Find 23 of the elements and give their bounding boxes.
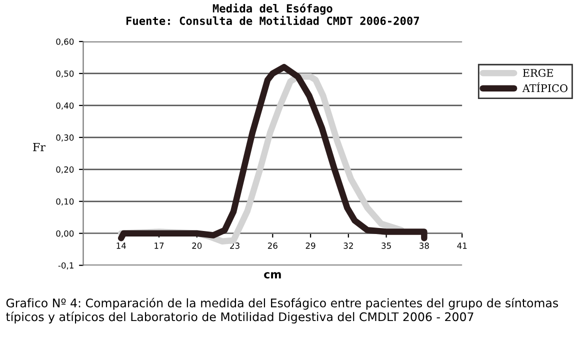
y-tick-label: 0,20 — [56, 166, 74, 174]
x-tick-label: 26 — [268, 242, 278, 249]
text: Grafico Nº 4: Comparación de la medida del Esofágico entre pacientes del grupo de síntomas típicos y atípicos del Laboratorio de Motilidad Digestiva del CMDLT 2006 - 2007 — [6, 298, 558, 324]
legend-label: ERGE — [522, 68, 553, 77]
legend-label: ATÍPICO — [522, 82, 568, 92]
x-tick-label: 20 — [192, 242, 202, 249]
chart-title: Medida del Esófago Fuente: Consulta de Motilidad CMDT 2006-2007 — [126, 3, 419, 26]
y-tick-label: -0,1 — [58, 262, 74, 270]
y-tick-label: 0,60 — [56, 38, 74, 46]
x-tick-label: 32 — [344, 242, 353, 249]
x-tick-label: 17 — [154, 242, 164, 249]
y-axis-title: Fr — [33, 143, 46, 152]
y-tick-label: 0,50 — [56, 70, 74, 78]
y-tick-label: 0,00 — [56, 230, 74, 238]
x-tick-label: 41 — [457, 242, 467, 249]
x-tick-label: 35 — [382, 242, 391, 249]
y-tick-label: 0,10 — [56, 198, 74, 206]
y-tick-label: 0,30 — [56, 134, 74, 142]
x-tick-label: 38 — [420, 242, 429, 249]
x-tick-label: 29 — [306, 242, 316, 249]
y-tick-label: 0,40 — [56, 102, 74, 110]
x-axis-title: cm — [264, 272, 281, 278]
x-tick-label: 14 — [116, 242, 126, 249]
